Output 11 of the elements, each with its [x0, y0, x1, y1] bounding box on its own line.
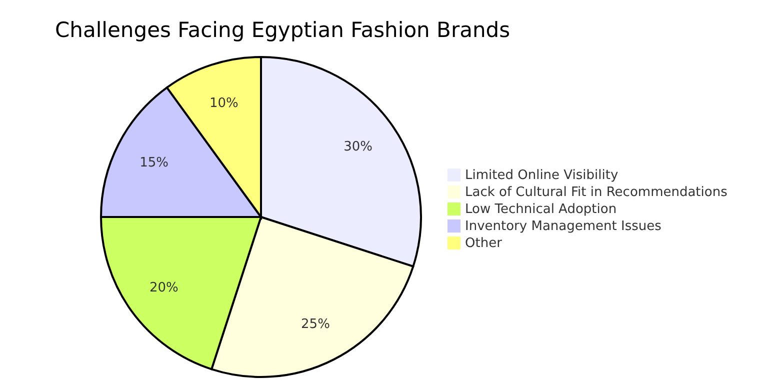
legend-label: Lack of Cultural Fit in Recommendations: [465, 185, 728, 200]
legend-label: Inventory Management Issues: [465, 219, 662, 234]
chart-title: Challenges Facing Egyptian Fashion Brands: [55, 18, 510, 42]
data-label: 25%: [301, 316, 330, 332]
legend-label: Limited Online Visibility: [465, 168, 618, 183]
data-label: 15%: [140, 156, 169, 171]
data-label: 30%: [344, 139, 373, 154]
legend-label: Other: [465, 236, 503, 251]
data-label: 20%: [149, 280, 178, 296]
legend-label: Low Technical Adoption: [465, 202, 617, 217]
data-label: 10%: [209, 96, 238, 111]
